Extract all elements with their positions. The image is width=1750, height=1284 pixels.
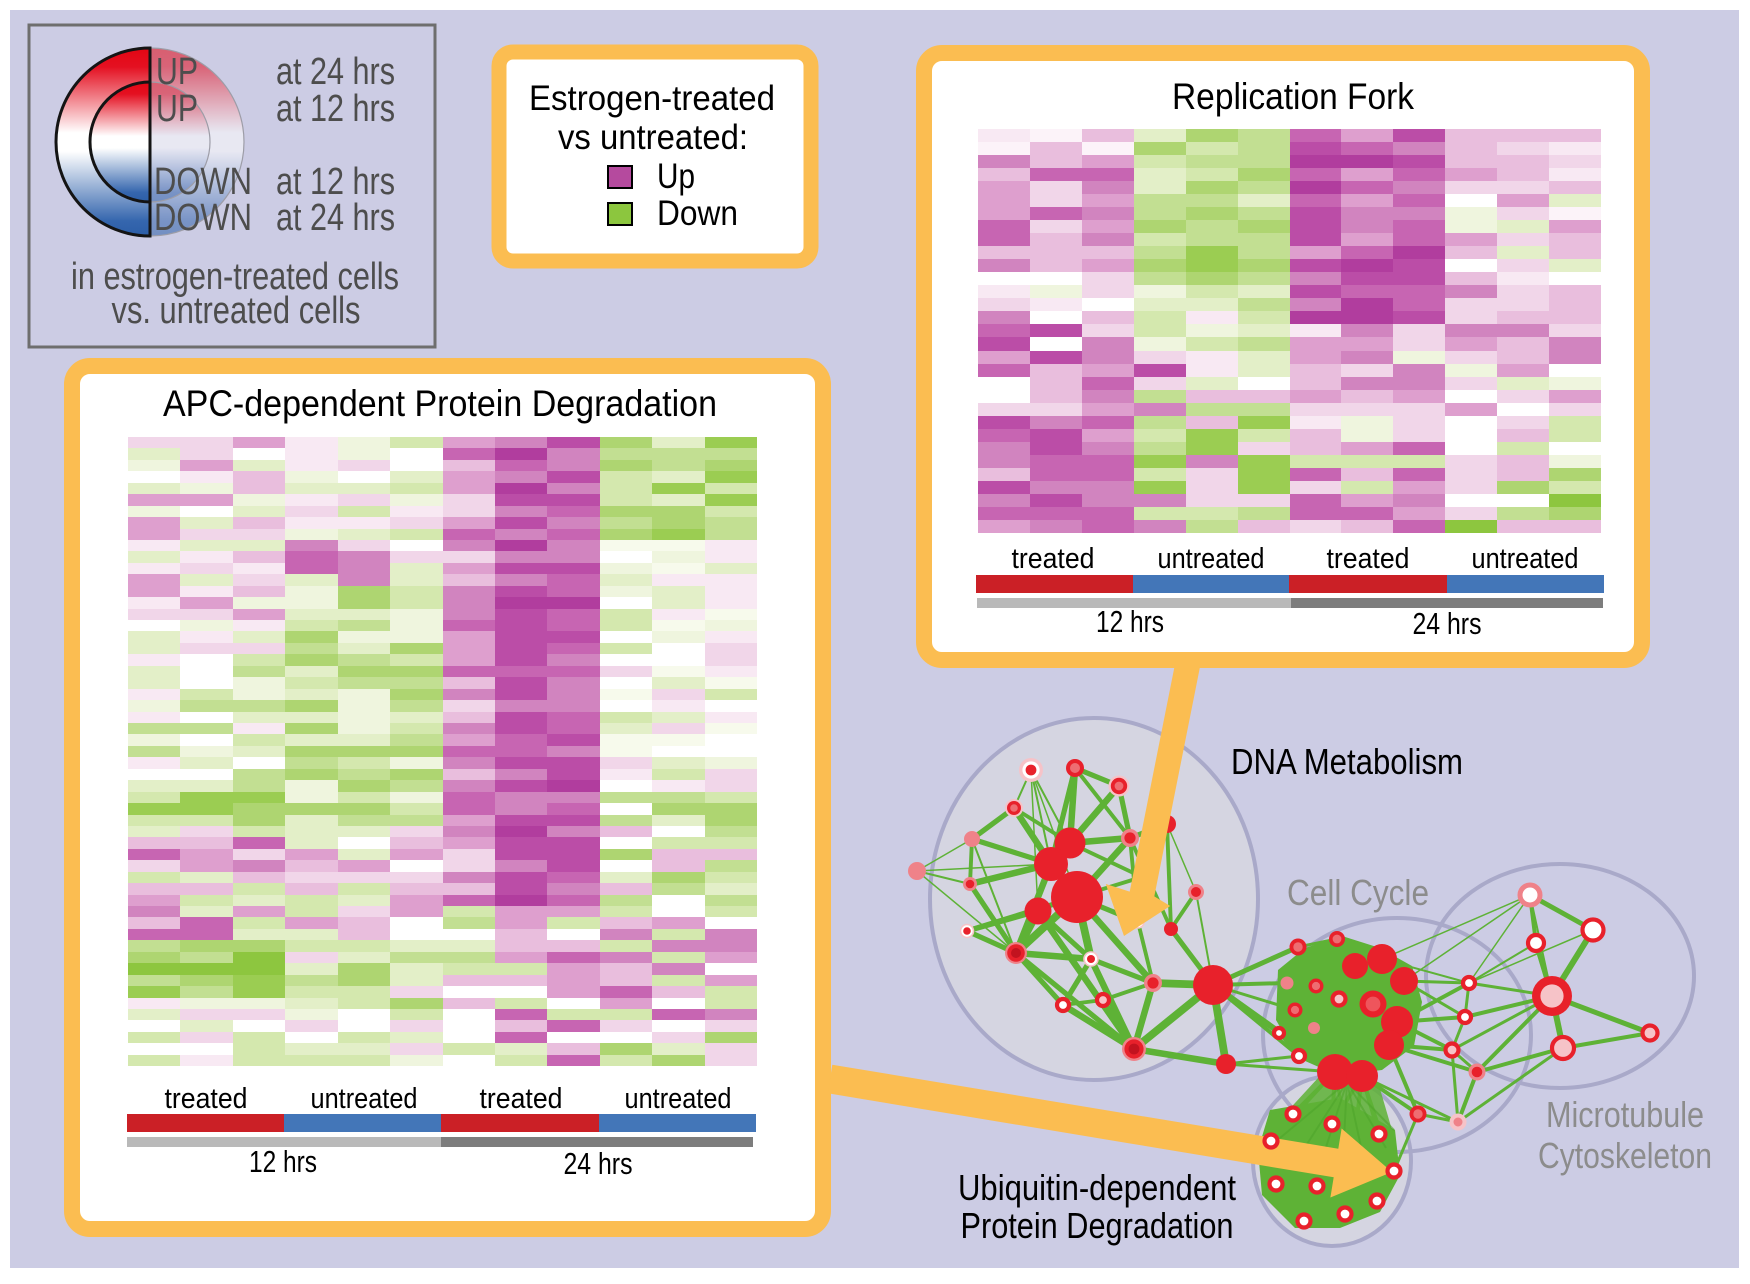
svg-text:at 24 hrs: at 24 hrs	[276, 197, 395, 239]
svg-text:Cytoskeleton: Cytoskeleton	[1538, 1135, 1712, 1176]
svg-text:in estrogen-treated cells: in estrogen-treated cells	[71, 256, 399, 298]
svg-text:at 24 hrs: at 24 hrs	[276, 51, 395, 93]
svg-text:DOWN: DOWN	[154, 161, 252, 203]
svg-text:Cell Cycle: Cell Cycle	[1287, 872, 1429, 913]
svg-text:treated: treated	[1012, 543, 1095, 575]
svg-text:DNA Metabolism: DNA Metabolism	[1231, 741, 1463, 782]
svg-text:UP: UP	[156, 51, 198, 93]
svg-text:Replication Fork: Replication Fork	[1172, 76, 1414, 117]
svg-text:treated: treated	[165, 1083, 248, 1115]
svg-text:Ubiquitin-dependent: Ubiquitin-dependent	[958, 1167, 1236, 1208]
svg-text:Protein Degradation: Protein Degradation	[961, 1205, 1234, 1246]
svg-text:untreated: untreated	[625, 1083, 732, 1115]
svg-text:24 hrs: 24 hrs	[564, 1146, 633, 1181]
svg-text:Down: Down	[657, 194, 738, 233]
svg-text:DOWN: DOWN	[154, 197, 252, 239]
svg-text:treated: treated	[1327, 543, 1410, 575]
svg-text:vs. untreated cells: vs. untreated cells	[112, 290, 361, 332]
svg-text:APC-dependent Protein Degradat: APC-dependent Protein Degradation	[163, 383, 717, 424]
svg-text:UP: UP	[156, 88, 198, 130]
svg-text:12 hrs: 12 hrs	[1096, 604, 1164, 639]
svg-text:vs untreated:: vs untreated:	[558, 118, 748, 157]
svg-text:Up: Up	[657, 157, 695, 196]
svg-text:untreated: untreated	[1158, 543, 1265, 575]
svg-text:untreated: untreated	[1472, 543, 1579, 575]
svg-text:12 hrs: 12 hrs	[249, 1144, 317, 1179]
svg-text:treated: treated	[480, 1083, 563, 1115]
svg-text:at 12 hrs: at 12 hrs	[276, 161, 395, 203]
svg-text:Estrogen-treated: Estrogen-treated	[529, 79, 775, 118]
svg-text:Microtubule: Microtubule	[1546, 1094, 1704, 1135]
svg-text:at 12 hrs: at 12 hrs	[276, 88, 395, 130]
svg-text:24 hrs: 24 hrs	[1413, 606, 1482, 641]
svg-text:untreated: untreated	[311, 1083, 418, 1115]
